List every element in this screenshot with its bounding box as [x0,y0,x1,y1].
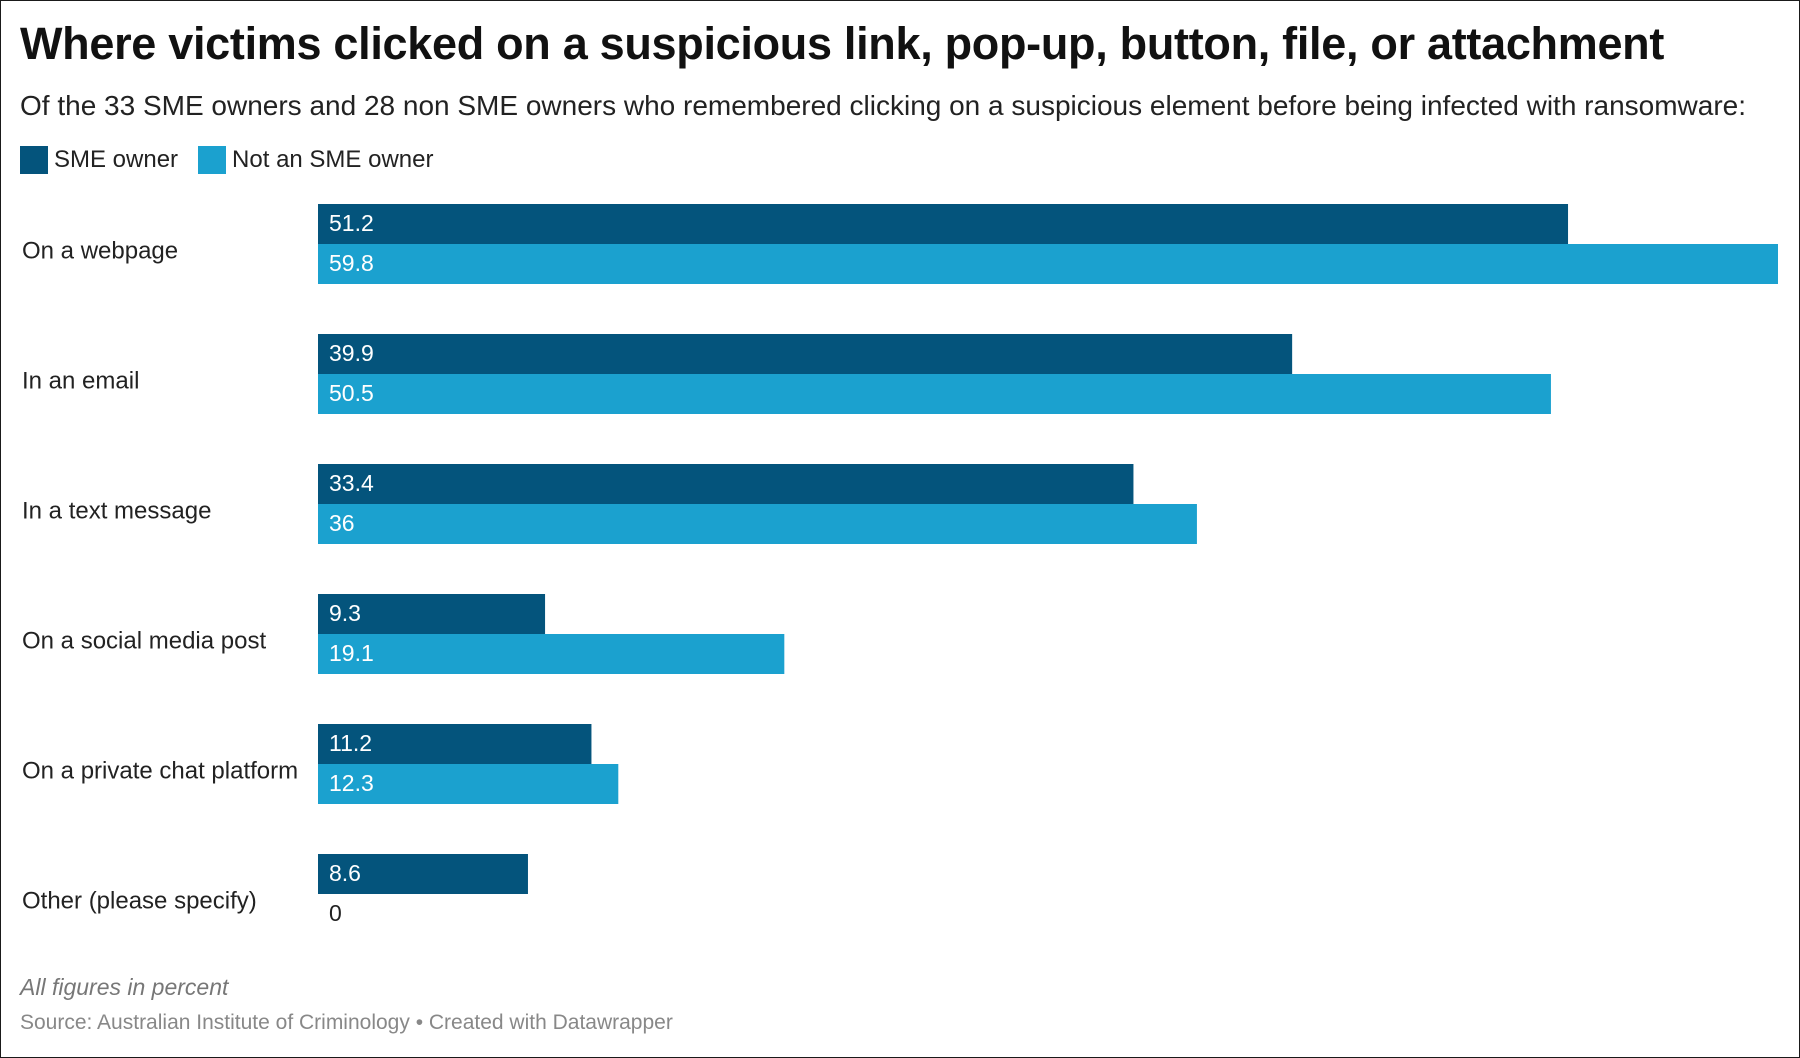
value-label-non-sme-in-an-email: 50.5 [329,380,374,406]
value-label-sme-on-a-webpage: 51.2 [329,210,374,236]
bar-sme-on-a-social-media-post [318,594,546,634]
value-label-non-sme-on-a-webpage: 59.8 [329,250,374,276]
category-label-other-please-specify: Other (please specify) [22,887,257,914]
legend-swatch-sme [20,146,48,174]
legend: SME owner Not an SME owner [20,146,453,174]
value-label-sme-on-a-private-chat-platform: 11.2 [329,730,372,756]
category-label-in-a-text-message: In a text message [22,497,211,524]
category-label-in-an-email: In an email [22,367,139,394]
legend-swatch-non-sme [198,146,227,174]
value-label-non-sme-on-a-private-chat-platform: 12.3 [329,770,374,796]
legend-item-non-sme: Not an SME owner [198,146,433,174]
value-label-non-sme-other-please-specify: 0 [329,900,342,926]
bar-non-sme-on-a-social-media-post [318,634,785,674]
legend-label-non-sme: Not an SME owner [232,146,434,173]
bar-sme-other-please-specify [318,854,528,894]
chart-subtitle: Of the 33 SME owners and 28 non SME owne… [20,90,1747,121]
value-label-non-sme-in-a-text-message: 36 [329,510,355,536]
bar-sme-on-a-private-chat-platform [318,724,592,764]
bar-sme-in-an-email [318,334,1293,374]
value-label-sme-other-please-specify: 8.6 [329,860,361,886]
bar-non-sme-in-a-text-message [318,504,1197,544]
legend-item-sme: SME owner [20,146,178,174]
legend-label-sme: SME owner [54,146,179,173]
value-label-sme-in-a-text-message: 33.4 [329,470,374,496]
value-label-non-sme-on-a-social-media-post: 19.1 [329,640,374,666]
bar-sme-in-a-text-message [318,464,1134,504]
bar-sme-on-a-webpage [318,204,1569,244]
bar-non-sme-in-an-email [318,374,1551,414]
bar-non-sme-on-a-webpage [318,244,1778,284]
source-credit: Source: Australian Institute of Criminol… [20,1011,673,1034]
category-label-on-a-webpage: On a webpage [22,237,178,264]
bar-non-sme-on-a-private-chat-platform [318,764,619,804]
category-label-on-a-social-media-post: On a social media post [22,627,266,654]
category-label-on-a-private-chat-platform: On a private chat platform [22,757,298,784]
value-label-sme-on-a-social-media-post: 9.3 [329,600,361,626]
chart-title: Where victims clicked on a suspicious li… [20,18,1665,69]
value-label-sme-in-an-email: 39.9 [329,340,374,366]
units-note: All figures in percent [20,974,229,1000]
